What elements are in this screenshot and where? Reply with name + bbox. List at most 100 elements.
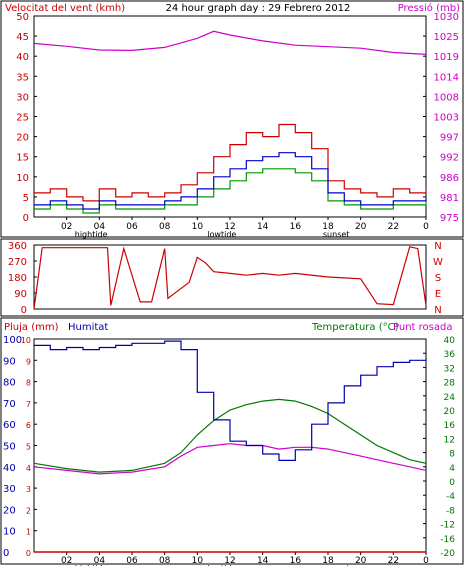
wind-speed-tick-label: 30 [16, 92, 29, 103]
pressure-line [33, 30, 427, 55]
temperature-tick-label: -16 [440, 535, 455, 545]
tide-event-label: sunset [323, 230, 350, 239]
hour-axis-1-tick-label: 06 [126, 222, 138, 232]
pressure-tick-label: 1030 [434, 12, 459, 23]
average-wind-line [34, 152, 427, 210]
humidity-tick-label: 50 [3, 442, 16, 453]
humidity-line [34, 340, 427, 461]
tide-event-label: hightide [75, 230, 108, 239]
hour-axis-1-tick-label: 16 [290, 222, 302, 232]
humidity-tick-label: 20 [3, 505, 16, 516]
wind-speed-tick-label: 15 [16, 153, 29, 164]
direction-tick-label: 360 [8, 241, 27, 252]
wind-speed-tick-label: 25 [16, 113, 29, 124]
wind-speed-tick-label: 50 [16, 12, 29, 23]
direction-tick-label: 0 [21, 305, 27, 316]
tide-event-label: hightide [75, 564, 108, 566]
tide-event-label: lowtide [207, 564, 236, 566]
humidity-tick-label: 100 [3, 335, 22, 346]
rain-tick-label: 8 [26, 379, 31, 388]
hour-axis-3-tick-label: 02 [61, 556, 72, 566]
temperature-tick-label: 12 [444, 435, 455, 445]
direction-tick-label: 90 [14, 289, 27, 300]
wind-pressure-panel-frame [0, 0, 464, 238]
hour-axis-1-tick-label: 08 [159, 222, 171, 232]
humidity-tick-label: 10 [3, 527, 16, 538]
temperature-tick-label: -12 [440, 521, 455, 531]
temperature-tick-label: 4 [449, 464, 455, 474]
temperature-tick-label: 16 [444, 421, 456, 431]
wind-speed-tick-label: 45 [16, 32, 29, 43]
wind-speed-tick-label: 40 [16, 52, 29, 63]
pressure-tick-label: 1014 [434, 72, 459, 83]
pressure-tick-label: 1003 [434, 113, 459, 124]
temperature-tick-label: 8 [449, 450, 455, 460]
compass-tick-label: W [433, 257, 443, 268]
hour-axis-1-tick-label: 22 [388, 222, 399, 232]
temperature-tick-label: -20 [440, 549, 455, 559]
tide-event-label: sunset [323, 564, 350, 566]
hour-axis-1-tick-label: 20 [355, 222, 367, 232]
rain-tick-label: 9 [26, 357, 31, 366]
compass-tick-label: N [434, 241, 441, 252]
pressure-tick-label: 975 [440, 213, 459, 224]
humidity-axis-title: Humitat [68, 322, 108, 333]
humidity-tick-label: 80 [3, 378, 16, 389]
humidity-tick-label: 40 [3, 463, 16, 474]
hour-axis-1-tick-label: 0 [423, 222, 429, 232]
rain-tick-label: 5 [26, 443, 31, 452]
rain-tick-label: 1 [26, 528, 31, 537]
pressure-tick-label: 1025 [434, 32, 459, 43]
pressure-tick-label: 986 [440, 173, 459, 184]
rain-tick-label: 3 [26, 485, 31, 494]
temperature-tick-label: 24 [444, 393, 456, 403]
wind-direction-panel-frame [0, 238, 464, 317]
humidity-tick-label: 30 [3, 484, 16, 495]
hour-axis-3-tick-label: 10 [192, 556, 204, 566]
wind-pressure-plot: 0 5 10 15 20 25 30 35 40 45 50 975 981 986 992 997 1003 1… [16, 12, 459, 239]
compass-tick-label: E [435, 289, 441, 300]
compass-tick-label: N [434, 305, 441, 316]
pressure-tick-label: 1019 [434, 52, 459, 63]
hour-axis-3-tick-label: 14 [257, 556, 269, 566]
direction-tick-label: 270 [8, 257, 27, 268]
temperature-tick-label: 36 [444, 350, 456, 360]
wind-speed-tick-label: 20 [16, 133, 29, 144]
hour-axis-1-tick-label: 04 [94, 222, 106, 232]
dewpoint-axis-title: Punt rosada [393, 322, 452, 333]
wind-speed-tick-label: 35 [16, 72, 29, 83]
hour-axis-3-tick-label: 04 [94, 556, 106, 566]
hour-axis-3-tick-label: 08 [159, 556, 171, 566]
humidity-tick-label: 70 [3, 399, 16, 410]
hour-axis-3-tick-label: 12 [224, 556, 235, 566]
wind-speed-tick-label: 0 [23, 213, 29, 224]
temperature-tick-label: 32 [444, 364, 455, 374]
rain-axis-title: Pluja (mm) [4, 322, 59, 333]
wind-speed-line [34, 123, 427, 202]
pressure-tick-label: 981 [440, 193, 459, 204]
temperature-tick-label: -8 [446, 506, 455, 516]
pressure-tick-label: 1008 [434, 92, 459, 103]
humidity-tick-label: 0 [3, 548, 9, 559]
rain-tick-label: 0 [26, 549, 31, 558]
temperature-tick-label: 40 [444, 336, 456, 346]
temperature-tick-label: 28 [444, 379, 456, 389]
hour-axis-1-tick-label: 14 [257, 222, 269, 232]
temperature-tick-label: 0 [449, 478, 455, 488]
hour-axis-1-tick-label: 12 [224, 222, 235, 232]
wind-direction-line [33, 246, 427, 310]
rain-tick-label: 4 [26, 464, 31, 473]
tide-event-label: lowtide [207, 230, 236, 239]
hour-axis-1-tick-label: 18 [322, 222, 334, 232]
rain-humidity-temperature-plot: Pluja (mm) Humitat Temperatura (°C)Punt ro… [3, 322, 455, 566]
hour-axis-3-tick-label: 06 [126, 556, 138, 566]
hour-axis-3-tick-label: 16 [290, 556, 302, 566]
temperature-tick-label: -4 [446, 492, 455, 502]
hour-axis-3-tick-label: 0 [423, 556, 429, 566]
temperature-line [33, 398, 427, 473]
humidity-tick-label: 90 [3, 356, 16, 367]
pressure-tick-label: 992 [440, 153, 459, 164]
hour-axis-1-tick-label: 02 [61, 222, 72, 232]
hour-axis-3-tick-label: 20 [355, 556, 367, 566]
